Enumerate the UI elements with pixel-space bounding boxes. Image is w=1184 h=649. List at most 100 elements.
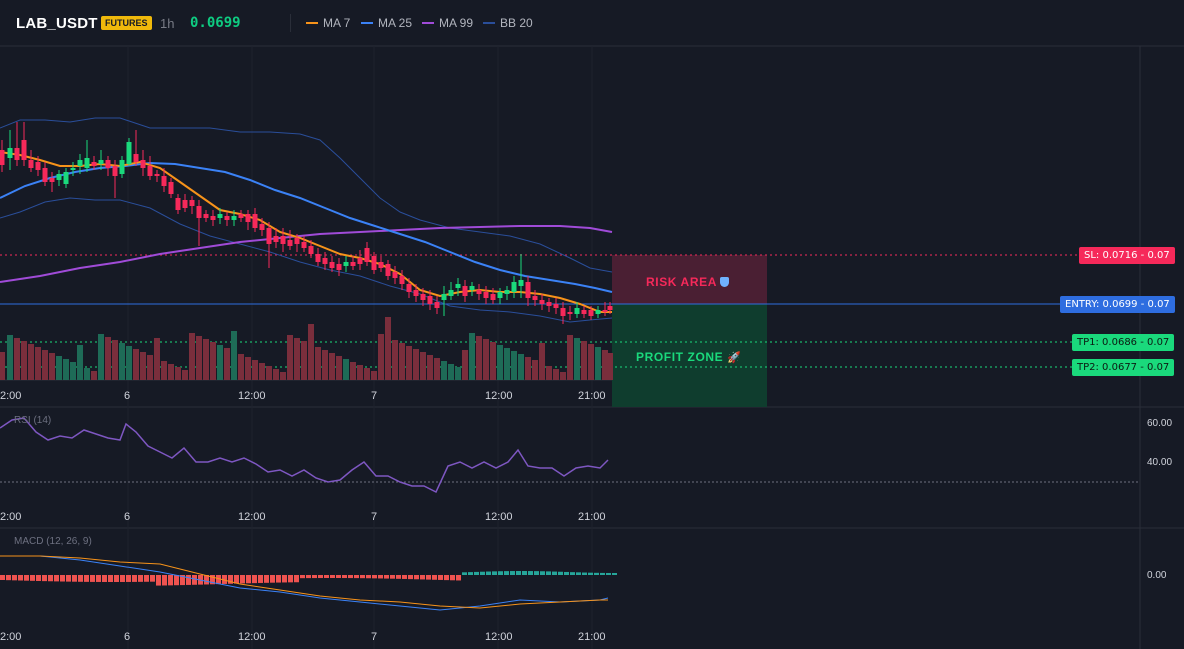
candle-body[interactable] bbox=[350, 262, 356, 266]
candle-body[interactable] bbox=[189, 200, 195, 206]
candle-body[interactable] bbox=[406, 284, 412, 292]
candle-body[interactable] bbox=[553, 304, 559, 308]
candle-body[interactable] bbox=[77, 160, 83, 166]
candle-body[interactable] bbox=[518, 280, 524, 286]
tp1-tag[interactable]: TP1: 0.0686 - 0.07 bbox=[1072, 334, 1175, 351]
candle-body[interactable] bbox=[280, 236, 286, 244]
legend-bb20[interactable]: BB 20 bbox=[483, 16, 533, 30]
candle-body[interactable] bbox=[28, 160, 34, 168]
candle-body[interactable] bbox=[301, 242, 307, 248]
candle-body[interactable] bbox=[112, 166, 118, 176]
candle-body[interactable] bbox=[607, 306, 613, 310]
candle-body[interactable] bbox=[560, 308, 566, 316]
candle-body[interactable] bbox=[476, 290, 482, 294]
candle-body[interactable] bbox=[217, 214, 223, 218]
candle-body[interactable] bbox=[21, 140, 27, 160]
candle-body[interactable] bbox=[511, 282, 517, 292]
tp2-tag[interactable]: TP2: 0.0677 - 0.07 bbox=[1072, 359, 1175, 376]
candle-body[interactable] bbox=[343, 262, 349, 266]
candle-body[interactable] bbox=[469, 286, 475, 290]
candle-body[interactable] bbox=[490, 294, 496, 300]
candle-body[interactable] bbox=[196, 206, 202, 218]
candle-body[interactable] bbox=[357, 258, 363, 264]
candle-body[interactable] bbox=[147, 166, 153, 176]
profit-zone[interactable] bbox=[612, 304, 767, 407]
candle-body[interactable] bbox=[504, 290, 510, 294]
candle-body[interactable] bbox=[63, 172, 69, 184]
candle-body[interactable] bbox=[168, 182, 174, 194]
candle-body[interactable] bbox=[210, 216, 216, 220]
candle-body[interactable] bbox=[154, 174, 160, 176]
candle-body[interactable] bbox=[105, 160, 111, 168]
candles[interactable] bbox=[0, 122, 613, 324]
candle-body[interactable] bbox=[497, 292, 503, 298]
entry-tag[interactable]: ENTRY: 0.0699 - 0.07 bbox=[1060, 296, 1175, 313]
candle-body[interactable] bbox=[161, 176, 167, 186]
legend-ma7[interactable]: MA 7 bbox=[306, 16, 350, 30]
candle-body[interactable] bbox=[287, 240, 293, 246]
candle-body[interactable] bbox=[238, 214, 244, 218]
candle-body[interactable] bbox=[462, 286, 468, 296]
interval-selector[interactable]: 1h bbox=[160, 16, 175, 31]
candle-body[interactable] bbox=[392, 272, 398, 278]
candle-body[interactable] bbox=[546, 302, 552, 306]
candle-body[interactable] bbox=[434, 302, 440, 308]
candle-body[interactable] bbox=[35, 162, 41, 170]
candle-body[interactable] bbox=[602, 310, 608, 312]
candle-body[interactable] bbox=[441, 294, 447, 300]
candle-body[interactable] bbox=[539, 300, 545, 304]
candle-body[interactable] bbox=[133, 154, 139, 162]
candle-body[interactable] bbox=[119, 160, 125, 174]
candle-body[interactable] bbox=[581, 310, 587, 314]
candle-body[interactable] bbox=[364, 248, 370, 262]
candle-body[interactable] bbox=[595, 310, 601, 314]
candle-body[interactable] bbox=[385, 264, 391, 276]
candle-body[interactable] bbox=[532, 296, 538, 300]
candle-body[interactable] bbox=[294, 238, 300, 244]
candle-body[interactable] bbox=[182, 200, 188, 208]
candle-body[interactable] bbox=[308, 246, 314, 254]
candle-body[interactable] bbox=[126, 142, 132, 164]
candle-body[interactable] bbox=[371, 256, 377, 270]
sl-tag[interactable]: SL: 0.0716 - 0.07 bbox=[1079, 247, 1175, 264]
candle-body[interactable] bbox=[525, 282, 531, 298]
candle-body[interactable] bbox=[448, 290, 454, 296]
candle-body[interactable] bbox=[315, 254, 321, 262]
candle-body[interactable] bbox=[455, 284, 461, 288]
candle-body[interactable] bbox=[7, 148, 13, 158]
candle-body[interactable] bbox=[329, 262, 335, 268]
candle-body[interactable] bbox=[588, 310, 594, 316]
candle-body[interactable] bbox=[231, 216, 237, 220]
candle-body[interactable] bbox=[427, 296, 433, 304]
legend-ma25[interactable]: MA 25 bbox=[361, 16, 412, 30]
candle-body[interactable] bbox=[56, 174, 62, 180]
candle-body[interactable] bbox=[273, 236, 279, 242]
candle-body[interactable] bbox=[266, 228, 272, 244]
candle-body[interactable] bbox=[259, 224, 265, 230]
candle-body[interactable] bbox=[70, 168, 76, 170]
candle-body[interactable] bbox=[252, 214, 258, 228]
candle-body[interactable] bbox=[175, 198, 181, 210]
candle-body[interactable] bbox=[0, 150, 5, 165]
candle-body[interactable] bbox=[245, 214, 251, 222]
candle-body[interactable] bbox=[49, 178, 55, 182]
candle-body[interactable] bbox=[91, 162, 97, 166]
candle-body[interactable] bbox=[203, 214, 209, 218]
candle-body[interactable] bbox=[378, 262, 384, 268]
legend-ma99[interactable]: MA 99 bbox=[422, 16, 473, 30]
candle-body[interactable] bbox=[567, 312, 573, 314]
candle-body[interactable] bbox=[42, 168, 48, 182]
candle-body[interactable] bbox=[336, 264, 342, 270]
candle-body[interactable] bbox=[413, 290, 419, 296]
candle-body[interactable] bbox=[574, 308, 580, 314]
risk-zone[interactable] bbox=[612, 255, 767, 304]
candle-body[interactable] bbox=[224, 216, 230, 220]
candle-body[interactable] bbox=[420, 294, 426, 300]
candle-body[interactable] bbox=[483, 292, 489, 298]
candle-body[interactable] bbox=[14, 148, 20, 160]
candle-body[interactable] bbox=[140, 160, 146, 168]
candle-body[interactable] bbox=[84, 158, 90, 168]
candle-body[interactable] bbox=[98, 160, 104, 164]
symbol-name[interactable]: LAB_USDT bbox=[16, 15, 98, 32]
